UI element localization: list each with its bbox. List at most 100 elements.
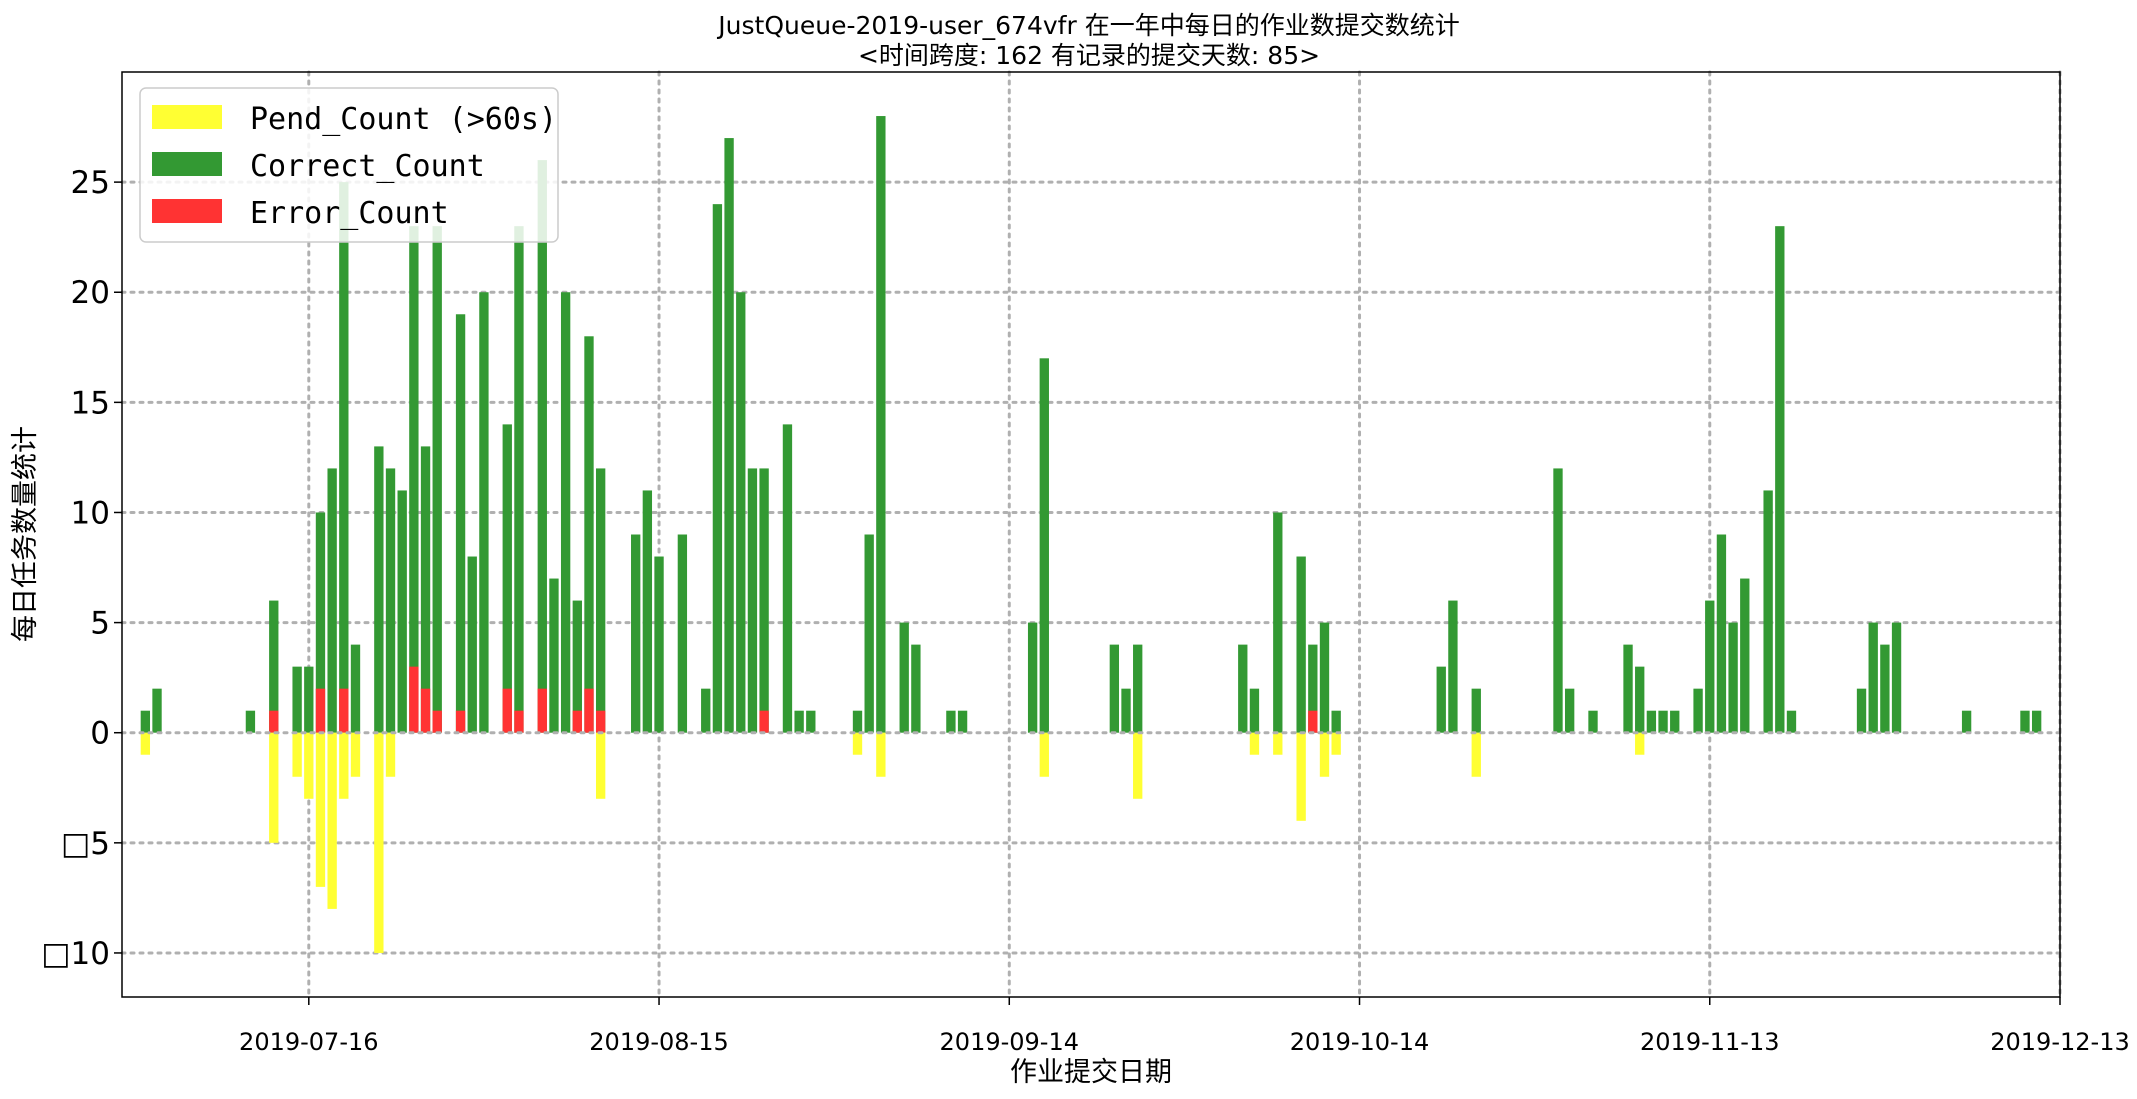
bar-error [432,710,442,733]
bar-correct [1740,578,1750,733]
bar-correct [1308,644,1318,733]
bar-correct [374,446,384,733]
bar-correct [911,644,921,733]
bar-correct [631,534,641,733]
bar-correct [595,468,606,733]
bar-pend [876,732,886,777]
bar-error [420,688,431,733]
bar-pend [350,732,361,777]
bar-correct [712,204,723,733]
bar-pend [304,732,314,799]
bar-correct [584,336,594,733]
plot-frame [121,71,2061,998]
bar-correct [1564,688,1575,733]
bar-pend [339,732,349,799]
bar-correct [152,688,162,733]
y-tick-label: 15 [71,385,110,421]
bar-correct [1027,622,1038,733]
bar-pend [1471,732,1481,777]
bar-correct [1658,710,1668,733]
bar-error [514,710,524,733]
x-tick-label: 2019-11-13 [1640,1028,1779,1056]
bar-correct [140,710,151,733]
bar-error [537,688,547,733]
bar-correct [1121,688,1131,733]
x-axis-label: 作业提交日期 [1010,1057,1172,1088]
x-tick-label: 2019-12-13 [1990,1028,2129,1056]
bar-error [339,688,349,733]
bar-correct [946,710,956,733]
bar-pend [140,732,151,755]
x-tick-layer: 2019-07-16 2019-08-15 2019-09-14 2019-10-14… [239,997,2130,1056]
bar-correct [852,710,863,733]
y-tick-label: □5 [61,826,110,862]
bar-correct [2031,710,2042,733]
bar-pend [1133,732,1143,799]
bar-correct [759,468,769,733]
bar-pend [1296,732,1306,821]
bar-correct [1728,622,1738,733]
bar-correct [397,490,407,733]
bar-pend [269,732,279,843]
bar-error [409,666,419,733]
x-tick-label: 2019-07-16 [239,1028,378,1056]
x-tick-label: 2019-10-14 [1290,1028,1429,1056]
bar-error [759,710,769,733]
bar-correct [292,666,302,733]
bar-correct [1693,688,1703,733]
bar-pend [374,732,384,953]
bar-correct [899,622,909,733]
bar-correct [1133,644,1143,733]
legend-label-pend: Pend_Count (>60s) [250,102,557,137]
bar-correct [455,314,466,733]
bar-correct [409,226,419,733]
x-tick-label: 2019-08-15 [589,1028,728,1056]
bar-correct [1961,710,1972,733]
bar-correct [957,710,968,733]
bar-correct [245,710,256,733]
bar-correct [304,666,314,733]
bar-pend [1039,732,1049,777]
bar-error [502,688,512,733]
bar-correct [549,578,559,733]
bar-correct [479,292,489,733]
bar-correct [1588,710,1598,733]
bar-correct [654,556,664,733]
bar-correct [642,490,653,733]
bar-error [1308,710,1318,733]
chart-title: JustQueue-2019-user_674vfr 在一年中每日的作业数提交数… [716,11,1459,40]
legend-label-correct: Correct_Count [250,149,485,184]
bar-correct [1296,556,1306,733]
bar-correct [1891,622,1902,733]
bar-correct [1716,534,1727,733]
bar-correct [1635,666,1645,733]
bar-correct [1109,644,1120,733]
x-tick-label: 2019-09-14 [940,1028,1079,1056]
y-tick-layer: □10 □5 0 5 10 15 20 25 [41,165,122,972]
bar-pend [1273,732,1283,755]
bar-error [572,710,582,733]
bar-correct [876,116,886,733]
bar-correct [1880,644,1890,733]
bar-correct [806,710,816,733]
bar-correct [724,138,734,733]
bar-correct [1436,666,1446,733]
legend-label-error: Error_Count [250,196,449,231]
bar-correct [1448,600,1458,733]
bar-pend [1249,732,1260,755]
bar-error [584,688,594,733]
bar-error [455,710,466,733]
bar-correct [514,226,524,733]
bar-correct [736,292,746,733]
bar-correct [339,182,349,733]
bar-error [269,710,279,733]
y-tick-label: 0 [90,716,110,752]
bar-correct [1705,600,1715,733]
bar-correct [1623,644,1633,733]
bar-correct [420,446,431,733]
chart-subtitle: <时间跨度: 162 有记录的提交天数: 85> [858,41,1320,70]
bar-pend [1635,732,1645,755]
bar-pend [852,732,863,755]
bar-correct [385,468,396,733]
